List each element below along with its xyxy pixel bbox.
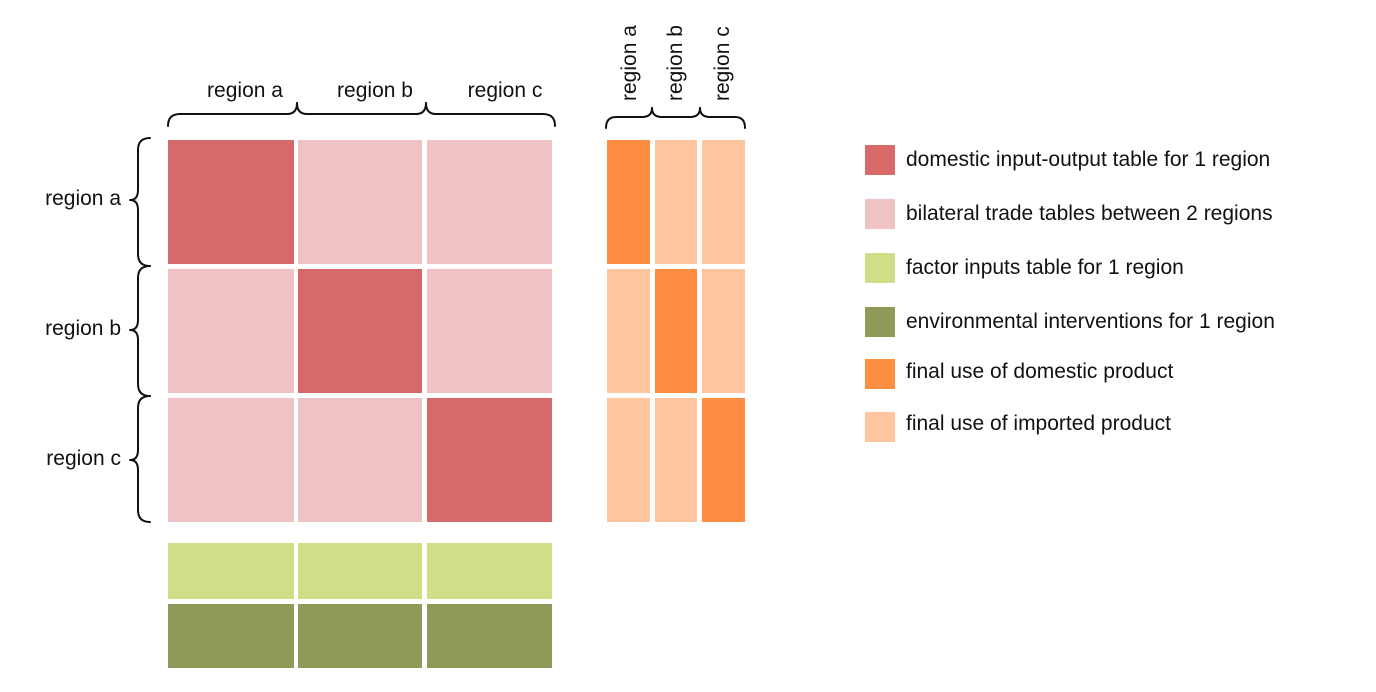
row-label-region-b: region b bbox=[45, 317, 121, 340]
column-label-region-a: region a bbox=[207, 79, 283, 102]
final-use-block-c-b bbox=[655, 398, 697, 522]
legend-swatch-domestic-io bbox=[865, 145, 895, 175]
final-use-block-b-b bbox=[655, 269, 697, 393]
column-label-region-c: region c bbox=[468, 79, 543, 102]
legend-swatch-bilateral-trade bbox=[865, 199, 895, 229]
final-use-block-a-a bbox=[607, 140, 650, 264]
bilateral-trade-block-a-b bbox=[298, 140, 422, 264]
factor-inputs-block-c bbox=[427, 543, 552, 599]
brace-row-region-a bbox=[129, 137, 151, 267]
bilateral-trade-block-c-b bbox=[298, 398, 422, 522]
final-use-block-c-c bbox=[702, 398, 745, 522]
legend-label-final-imported: final use of imported product bbox=[906, 412, 1171, 435]
brace-final-use-region-b bbox=[651, 107, 701, 118]
brace-column-region-a bbox=[167, 102, 298, 127]
final-use-column-label-region-b: region b bbox=[664, 25, 687, 101]
brace-column-region-c bbox=[425, 102, 556, 127]
bilateral-trade-block-a-c bbox=[427, 140, 552, 264]
bilateral-trade-block-b-a bbox=[168, 269, 294, 393]
legend-label-environmental: environmental interventions for 1 region bbox=[906, 310, 1275, 333]
domestic-io-block-b-b bbox=[298, 269, 422, 393]
legend-swatch-final-imported bbox=[865, 412, 895, 442]
brace-row-region-c bbox=[129, 395, 151, 523]
legend-label-factor-inputs: factor inputs table for 1 region bbox=[906, 256, 1184, 279]
final-use-block-a-b bbox=[655, 140, 697, 264]
domestic-io-block-c-c bbox=[427, 398, 552, 522]
final-use-block-b-c bbox=[702, 269, 745, 393]
final-use-block-b-a bbox=[607, 269, 650, 393]
bilateral-trade-block-c-a bbox=[168, 398, 294, 522]
legend-label-final-domestic: final use of domestic product bbox=[906, 360, 1173, 383]
legend: domestic input-output table for 1 region… bbox=[865, 145, 1275, 442]
factor-inputs-block-a bbox=[168, 543, 294, 599]
column-label-region-b: region b bbox=[337, 79, 413, 102]
legend-swatch-final-domestic bbox=[865, 359, 895, 389]
environmental-block-c bbox=[427, 604, 552, 668]
bilateral-trade-block-b-c bbox=[427, 269, 552, 393]
brace-column-region-b bbox=[296, 102, 427, 115]
brace-final-use-region-c bbox=[699, 107, 746, 129]
final-use-block-c-a bbox=[607, 398, 650, 522]
final-use-column-label-region-c: region c bbox=[711, 26, 734, 101]
brace-final-use-region-a bbox=[605, 107, 653, 129]
legend-swatch-environmental bbox=[865, 307, 895, 337]
final-use-block-a-c bbox=[702, 140, 745, 264]
domestic-io-block-a-a bbox=[168, 140, 294, 264]
legend-label-domestic-io: domestic input-output table for 1 region bbox=[906, 148, 1270, 171]
environmental-block-a bbox=[168, 604, 294, 668]
row-label-region-c: region c bbox=[46, 447, 121, 470]
brace-row-region-b bbox=[129, 265, 151, 397]
final-use-column-label-region-a: region a bbox=[618, 25, 641, 101]
row-label-region-a: region a bbox=[45, 187, 121, 210]
factor-inputs-block-b bbox=[298, 543, 422, 599]
legend-label-bilateral-trade: bilateral trade tables between 2 regions bbox=[906, 202, 1273, 225]
environmental-block-b bbox=[298, 604, 422, 668]
legend-swatch-factor-inputs bbox=[865, 253, 895, 283]
